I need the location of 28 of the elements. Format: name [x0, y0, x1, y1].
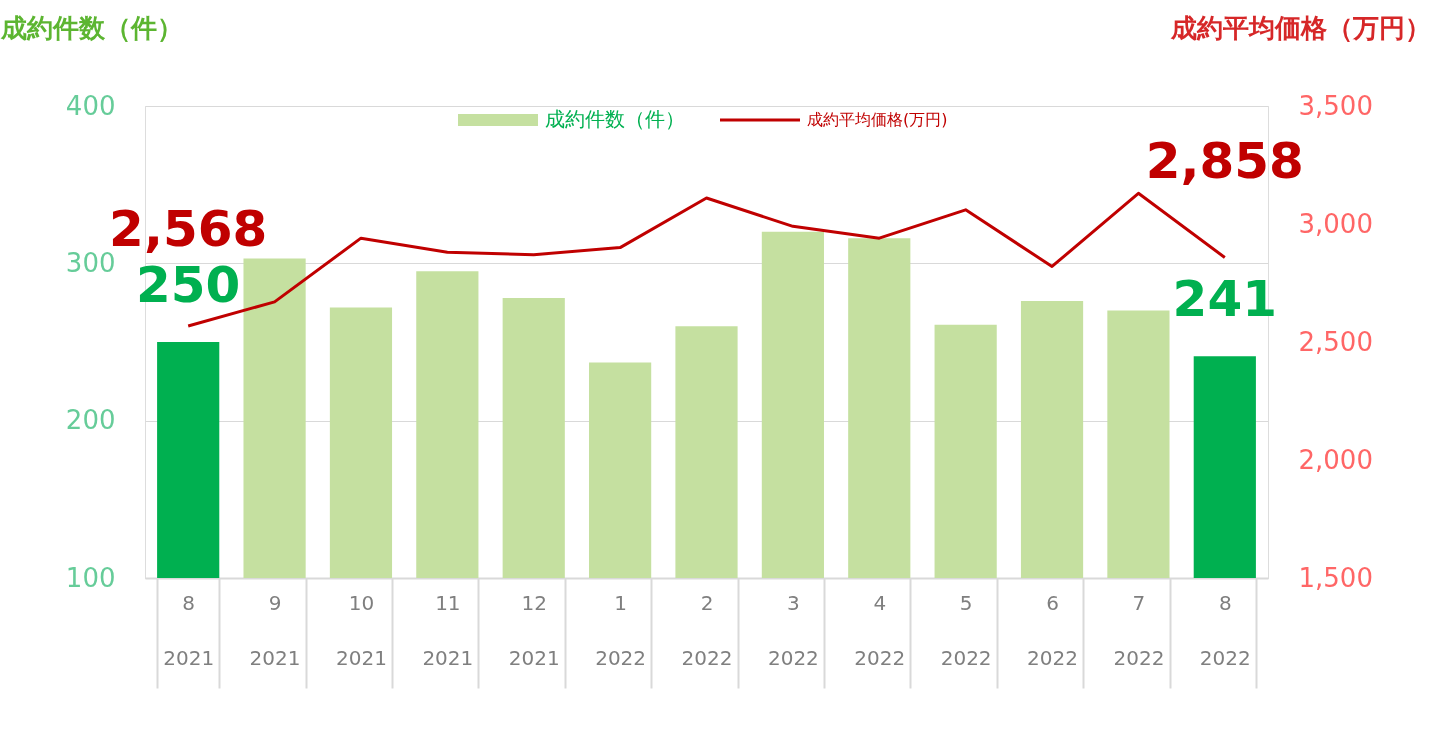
- category-label: 5 2022: [940, 590, 992, 670]
- category-label: 10 2021: [336, 590, 387, 670]
- category-label: 12 2021: [508, 590, 560, 670]
- y2-tick-label: 2,500: [1298, 326, 1373, 357]
- category-label: 1 2022: [595, 590, 647, 670]
- category-label: 6 2022: [1027, 590, 1078, 670]
- category-label: 11 2021: [422, 590, 474, 670]
- data-label: 2,858: [1145, 131, 1304, 190]
- y2-tick-label: 2,000: [1298, 444, 1373, 475]
- data-label: 250: [136, 256, 241, 314]
- category-label: 3 2022: [767, 590, 819, 670]
- legend-label: 成約件数（件）: [545, 107, 685, 131]
- y-tick-label: 100: [65, 562, 116, 593]
- y2-tick-label: 3,000: [1298, 208, 1373, 239]
- y2-axis-title: 成約平均価格（万円）: [1169, 12, 1431, 43]
- category-label: 2 2022: [681, 590, 733, 670]
- y-tick-label: 200: [65, 405, 116, 436]
- category-label: 7 2022: [1113, 590, 1165, 670]
- category-label: 4 2022: [854, 590, 906, 670]
- legend-label: 成約平均価格(万円): [807, 110, 948, 129]
- y2-tick-label: 3,500: [1298, 90, 1373, 121]
- y-tick-label: 400: [65, 90, 116, 121]
- category-label: 8 2022: [1199, 590, 1251, 670]
- y2-tick-label: 1,500: [1298, 562, 1373, 593]
- y-axis-title: 成約件数（件）: [0, 12, 183, 43]
- category-label: 8 2021: [163, 590, 215, 670]
- category-label: 9 2021: [249, 590, 301, 670]
- data-label: 241: [1172, 270, 1277, 329]
